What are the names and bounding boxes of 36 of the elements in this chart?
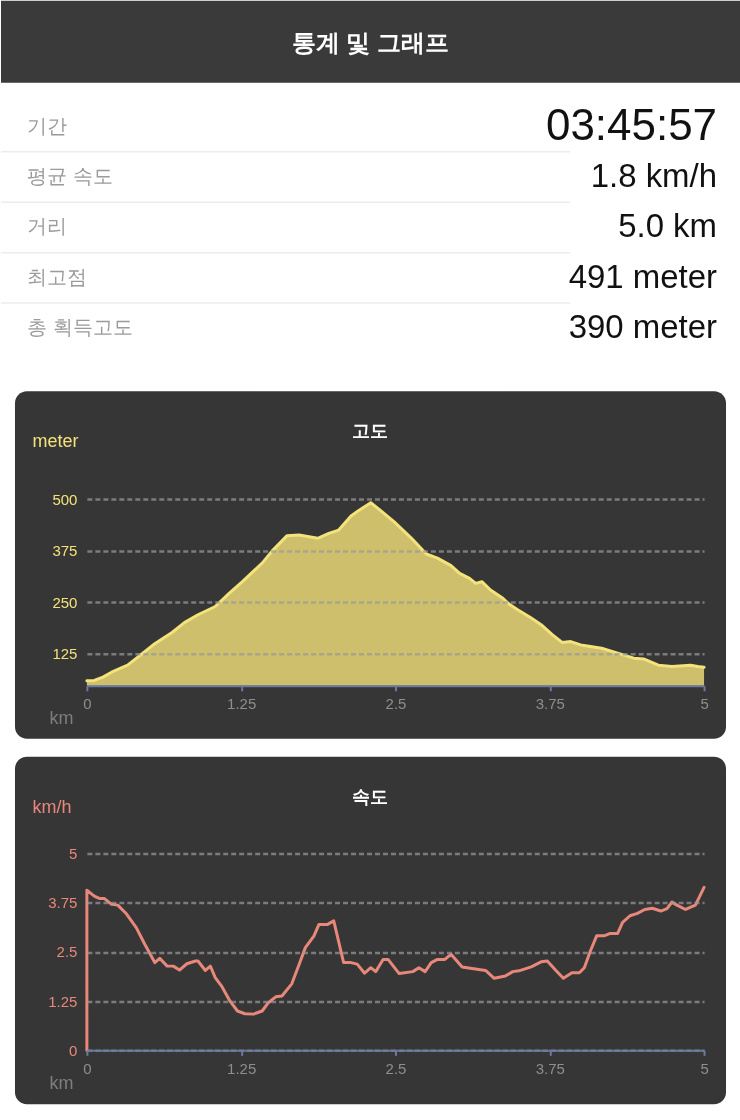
category-label: 총 획득고도 [26, 316, 133, 339]
category-label: 평균 속도 [26, 165, 113, 187]
x-tick-label: 2.5 [385, 695, 407, 713]
y-tick-label: 250 [52, 593, 78, 611]
x-axis-title: km [49, 1072, 74, 1093]
text: 5.0 km [618, 207, 718, 245]
y-axis-title: meter [32, 430, 79, 451]
x-tick-label: 5 [700, 695, 709, 713]
chart-title: 속도 [352, 786, 389, 807]
text: 390 meter [568, 308, 718, 346]
x-tick-label: 3.75 [535, 1059, 565, 1077]
x-tick-label: 1.25 [227, 1059, 257, 1077]
x-tick-label: 3.75 [535, 695, 565, 713]
x-tick-label: 1.25 [227, 695, 257, 713]
y-tick-label: 375 [52, 542, 78, 560]
x-tick-label: 0 [83, 695, 92, 713]
x-tick-label: 2.5 [385, 1059, 407, 1077]
category-label: 기간 [26, 114, 67, 137]
category-label: 거리 [26, 215, 67, 238]
y-tick-label: 2.5 [56, 943, 78, 961]
chart-title: 고도 [352, 421, 389, 442]
y-tick-label: 1.25 [48, 992, 78, 1010]
x-tick-label: 5 [700, 1059, 709, 1077]
text: 491 meter [568, 257, 718, 295]
category-label: 최고점 [26, 265, 87, 288]
y-tick-label: 0 [69, 1041, 78, 1059]
text: 1.8 km/h [590, 156, 718, 194]
x-axis-title: km [49, 708, 74, 729]
y-axis-title: km/h [32, 797, 72, 818]
y-tick-label: 500 [52, 490, 78, 508]
y-tick-label: 125 [52, 645, 78, 663]
y-tick-label: 5 [69, 845, 78, 863]
text: 통계 및 그래프 [291, 28, 450, 56]
x-tick-label: 0 [83, 1059, 92, 1077]
text: 03:45:57 [546, 99, 718, 149]
y-tick-label: 3.75 [48, 894, 78, 912]
